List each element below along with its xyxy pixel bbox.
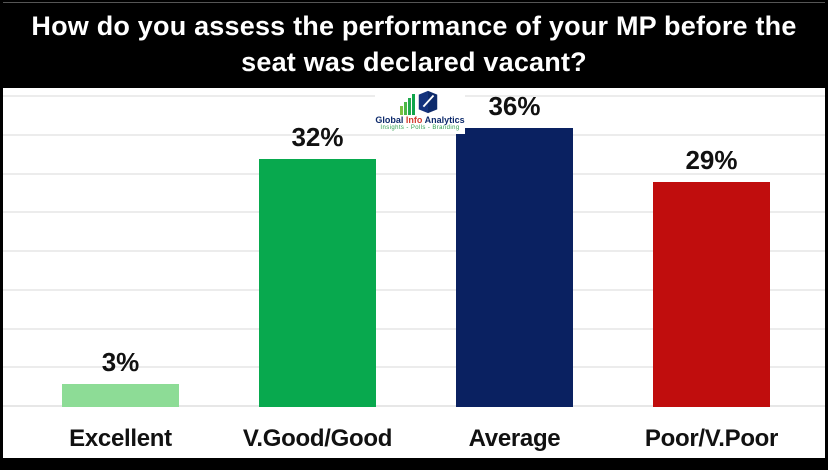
logo-word-analytics: Analytics [424,115,465,125]
logo-text: Global Info Analytics [375,115,465,125]
logo-word-info: Info [405,115,423,125]
bar-v-good-good [259,159,376,407]
logo-bar-chart-icon [412,94,415,115]
gridline [3,172,825,175]
logo-book-pen-icon [418,90,438,114]
category-label: V.Good/Good [242,425,393,452]
gridline [3,250,825,252]
plot-area: Global Info Analytics Insights - Polls -… [3,88,825,458]
gridline [3,327,825,330]
value-label: 3% [101,346,140,377]
logo-icon [375,88,465,115]
x-axis-baseline [3,405,825,407]
bar-average [456,128,573,407]
category-label: Average [468,425,561,452]
category-label: Excellent [69,425,172,452]
chart-title: How do you assess the performance of you… [31,11,797,77]
logo-bar-chart-icon [400,106,403,115]
value-label: 32% [291,122,344,152]
bar-excellent [62,383,179,407]
gridline [3,133,825,136]
title-bar: How do you assess the performance of you… [3,2,825,86]
bar-poor-v-poor [653,182,770,407]
logo-word-global: Global [375,115,404,125]
logo-bar-chart-icon [404,102,407,115]
value-label: 36% [488,91,541,121]
gridline [3,288,825,291]
value-label: 29% [685,145,738,176]
global-info-analytics-logo: Global Info Analytics Insights - Polls -… [375,88,465,134]
gridline [3,211,825,214]
logo-bar-chart-icon [408,98,411,115]
gridline [3,366,825,369]
category-label: Poor/V.Poor [644,425,779,452]
logo-tagline: Insights - Polls - Branding [380,125,460,131]
